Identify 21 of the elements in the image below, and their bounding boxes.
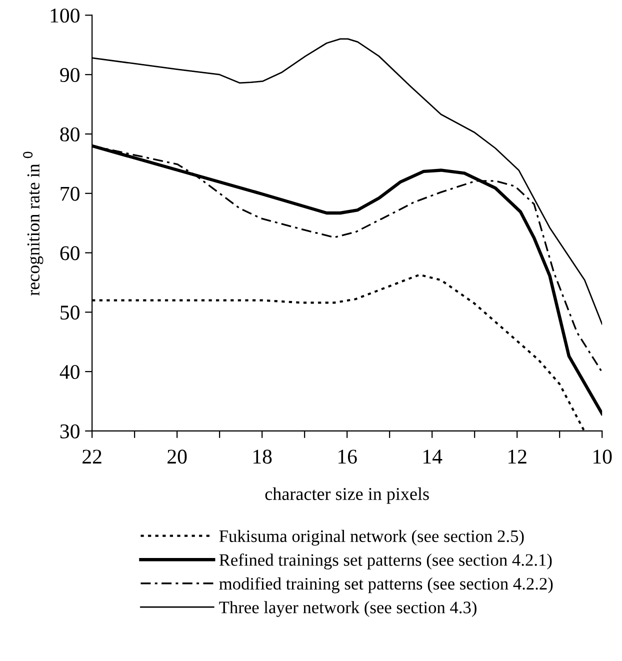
y-axis-title: recognition rate in $^{0}$ [23, 152, 44, 296]
y-tick-label: 30 [60, 424, 80, 438]
y-tick-label: 90 [60, 68, 80, 82]
x-tick-label: 10 [594, 450, 612, 464]
x-axis-title: character size in pixels [265, 487, 429, 504]
legend-label: Fukisuma original network (see section 2.5) [219, 530, 524, 546]
y-tick-label: 40 [60, 364, 80, 380]
x-tick-label: 18 [253, 450, 272, 464]
x-tick-label: 22 [82, 450, 102, 464]
y-tick-label: 60 [60, 246, 80, 260]
legend-label: Three layer network (see section 4.3) [219, 601, 476, 617]
legend-label: Refined trainings set patterns (see section 4.2.1) [219, 553, 552, 570]
y-tick-label: 80 [60, 127, 80, 142]
y-tick-label: 50 [60, 306, 80, 320]
legend-label: modified training set patterns (see section 4.2.2) [219, 577, 553, 594]
y-tick-label: 70 [60, 186, 80, 201]
x-tick-label: 20 [168, 450, 187, 464]
x-tick-label: 14 [424, 450, 442, 464]
x-tick-label: 16 [338, 450, 357, 464]
y-tick-label: 100 [50, 8, 80, 23]
x-tick-label: 12 [508, 450, 526, 464]
